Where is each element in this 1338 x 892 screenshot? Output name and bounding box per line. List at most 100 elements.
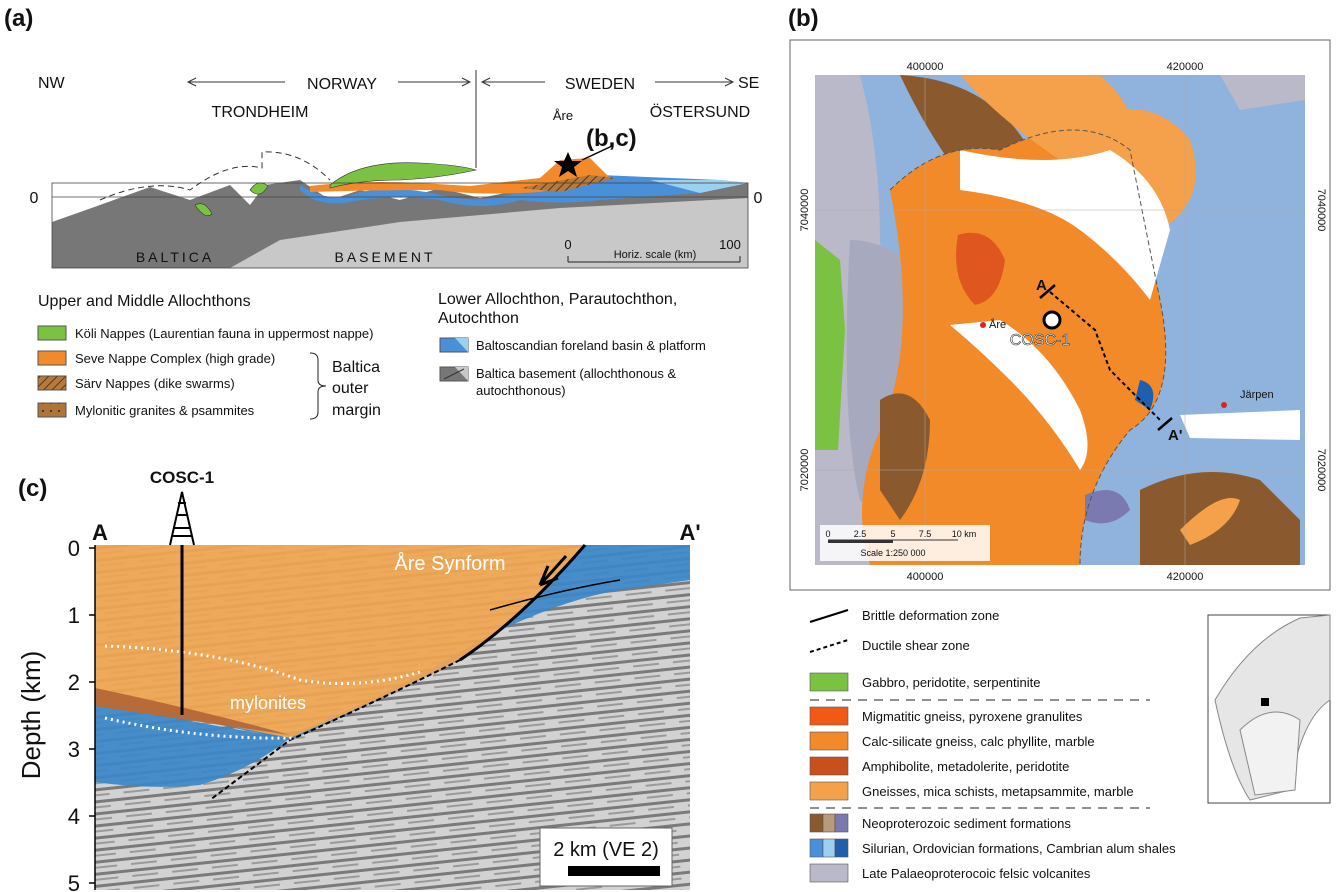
legend-swatch-part <box>810 782 848 800</box>
seismic-section-part <box>568 866 660 876</box>
scale-tick: 0 <box>564 237 571 252</box>
panel-c: (c) COSC-1 A A' Åre Synform mylonites 2 … <box>16 468 701 892</box>
geologic-map-part <box>828 540 893 543</box>
figure: (a) NW NORWAY SWEDEN SE TRONDHEIM Åre ÖS… <box>0 0 1338 892</box>
map-tick: 400000 <box>907 61 944 73</box>
borehole-label: COSC-1 <box>1010 332 1071 349</box>
legend-swatch-part <box>810 814 823 832</box>
scale-tick: 0 <box>825 529 830 539</box>
legend-heading: Upper and Middle Allochthons <box>38 293 251 310</box>
y-axis: 012345 <box>68 536 95 892</box>
legend-swatch <box>440 338 468 381</box>
legend-text: Köli Nappes (Laurentian fauna in uppermo… <box>75 326 373 341</box>
map-tick: 420000 <box>1167 571 1204 583</box>
inset-map-part <box>1261 698 1269 706</box>
y-tick-label: 4 <box>68 804 80 829</box>
section-end: A <box>1036 277 1047 294</box>
legend-swatch <box>38 351 66 365</box>
direction-label: SE <box>738 75 759 92</box>
panel-b: (b) 400000 420000 400 <box>788 5 1330 590</box>
legend-swatch-part <box>823 814 835 832</box>
y-tick-label: 2 <box>68 670 80 695</box>
legend-text: Baltoscandian foreland basin & platform <box>476 338 706 353</box>
scale-tick: 100 <box>719 237 741 252</box>
geologic-map-part <box>1221 402 1227 408</box>
place-label: ÖSTERSUND <box>650 103 750 121</box>
axis-label: 0 <box>754 190 763 207</box>
legend-text: Baltica basement (allochthonous & <box>476 366 677 381</box>
geologic-map-part <box>980 322 986 328</box>
legend-swatch-part <box>823 839 835 857</box>
legend-swatch-part <box>835 814 848 832</box>
callout-label: (b,c) <box>586 125 637 152</box>
legend-text: autochthonous) <box>476 383 566 398</box>
legend-line <box>810 640 848 652</box>
legend-text: Brittle deformation zone <box>862 608 999 623</box>
map-tick: 7020000 <box>799 449 811 492</box>
body: (a) NW NORWAY SWEDEN SE TRONDHEIM Åre ÖS… <box>0 0 1338 892</box>
axis-title: Depth (km) <box>16 651 46 780</box>
geologic-map-part <box>1180 410 1300 440</box>
axis-label: 0 <box>30 190 39 207</box>
structure-label: mylonites <box>230 693 306 713</box>
section-end: A' <box>1168 427 1182 444</box>
town-label: Åre <box>989 318 1006 331</box>
legend-swatch-part <box>835 839 848 857</box>
legend-swatch-part <box>810 757 848 775</box>
bracket-text: Baltica <box>332 359 380 376</box>
place-label: TRONDHEIM <box>212 104 309 121</box>
country-label: SWEDEN <box>565 76 635 93</box>
panel-label: (c) <box>18 475 47 502</box>
legend-heading: Autochthon <box>438 310 519 327</box>
section-end: A <box>92 520 108 545</box>
place-label: Åre <box>553 108 573 123</box>
scale-tick: 2.5 <box>854 529 867 539</box>
seismic-section <box>95 492 690 890</box>
geologic-map <box>815 75 1305 565</box>
y-tick-label: 0 <box>68 536 80 561</box>
structure-label: Åre Synform <box>394 552 505 575</box>
scale-tick: 10 km <box>952 529 977 539</box>
unit-label: BASEMENT <box>334 249 435 265</box>
legend-swatch <box>38 403 66 417</box>
legend-line <box>810 610 848 622</box>
legend-text: Ductile shear zone <box>862 638 970 653</box>
inset-map <box>1208 615 1330 803</box>
legend-swatch-part <box>810 839 823 857</box>
map-tick: 7040000 <box>1315 189 1327 232</box>
legend-text: Gabbro, peridotite, serpentinite <box>862 675 1041 690</box>
seismic-section-part <box>170 492 194 545</box>
legend-text: Neoproterozoic sediment formations <box>862 816 1071 831</box>
map-tick: 420000 <box>1167 61 1204 73</box>
section-end: A' <box>679 520 700 545</box>
country-label: NORWAY <box>307 76 377 93</box>
legend-text: Gneisses, mica schists, metapsammite, ma… <box>862 784 1134 799</box>
legend-swatch <box>38 326 66 340</box>
panel-a: (a) NW NORWAY SWEDEN SE TRONDHEIM Åre ÖS… <box>4 5 763 268</box>
scale-tick: 5 <box>890 529 895 539</box>
legend-a: Upper and Middle Allochthons Köli Nappes… <box>38 291 706 419</box>
town-label: Järpen <box>1240 389 1274 401</box>
legend-heading: Lower Allochthon, Parautochthon, <box>438 291 677 308</box>
map-tick: 400000 <box>907 571 944 583</box>
legend-swatch-part <box>810 673 848 691</box>
legend-text: Silurian, Ordovician formations, Cambria… <box>862 841 1176 856</box>
map-tick: 7040000 <box>799 189 811 232</box>
legend-swatch <box>810 673 848 882</box>
legend-text: Migmatitic gneiss, pyroxene granulites <box>862 709 1083 724</box>
bracket <box>310 353 326 419</box>
legend-text: Mylonitic granites & psammites <box>75 403 255 418</box>
legend-swatch-part <box>810 707 848 725</box>
bracket-text: outer <box>332 380 369 397</box>
panel-label: (a) <box>4 5 33 32</box>
legend-swatch-part <box>810 732 848 750</box>
legend-text: Amphibolite, metadolerite, peridotite <box>862 759 1069 774</box>
scale-label: Scale 1:250 000 <box>860 548 925 558</box>
bracket-text: margin <box>332 402 381 419</box>
legend-swatch-part <box>810 864 848 882</box>
legend-text: Late Palaeoproterocoic felsic volcanites <box>862 866 1091 881</box>
legend-text: Calc-silicate gneiss, calc phyllite, mar… <box>862 734 1095 749</box>
geologic-map-part <box>1044 312 1060 328</box>
scale-tick: 7.5 <box>919 529 932 539</box>
borehole-label: COSC-1 <box>150 468 214 487</box>
